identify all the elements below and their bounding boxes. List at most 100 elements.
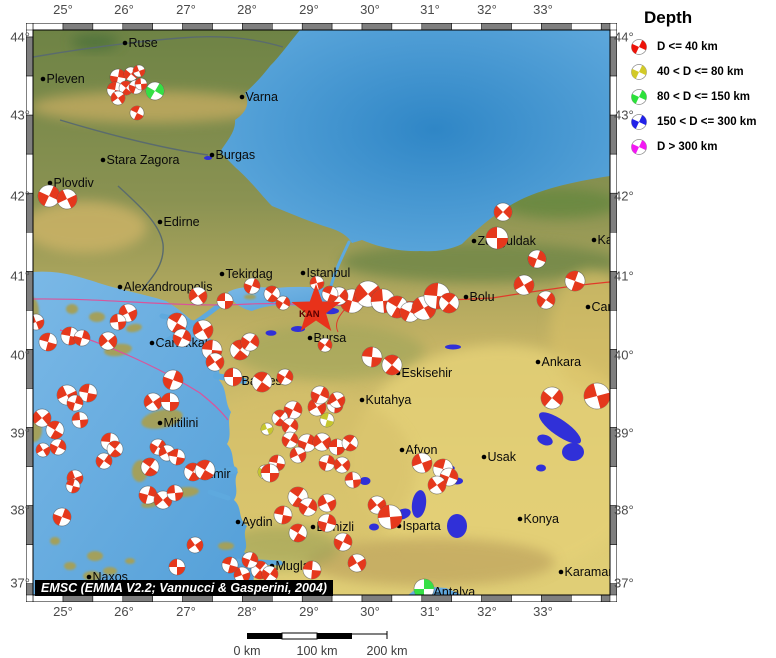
scale-bar-label: 0 km [233,644,261,658]
city-label: Afyon [406,443,438,457]
city-label: Pleven [47,72,85,86]
legend-item: 150 < D <= 300 km [630,109,776,134]
island [50,537,60,545]
city-marker: Varna [239,90,278,104]
beachball [49,438,67,456]
rivers-layer [33,36,284,291]
city-marker: Burgas [209,148,255,162]
sea-shape [33,271,256,595]
beachball [289,446,307,464]
city-marker: Pleven [40,72,85,86]
city-dot [235,519,241,525]
lake [204,156,212,160]
strait [207,489,231,501]
fault-line [59,329,229,421]
beachball [45,420,65,440]
beachball [260,463,280,483]
legend-item-label: 150 < D <= 300 km [657,115,757,128]
beachball [333,456,351,474]
beachball [243,277,261,295]
beachball [302,560,322,580]
beachball [540,386,564,410]
terrain-blob [305,538,555,586]
beachball [192,319,214,341]
city-marker: Kutahya [359,393,412,407]
beachball [216,292,234,310]
island [103,567,117,575]
beachball [298,497,318,517]
axis-label: 31° [420,604,440,619]
beachball [110,90,126,106]
legend-beachball-icon [631,113,647,130]
lake [411,490,427,518]
beachball [186,536,204,554]
axis-label: 38° [10,502,30,518]
axis-label: 33° [533,2,553,17]
beachball [129,105,145,121]
city-dot [149,340,155,346]
legend-title: Depth [644,8,693,27]
beachball [98,331,118,351]
beachball [132,64,146,78]
beachball [328,438,346,456]
city-dot [300,270,306,276]
city-label: Kastamonu [598,233,618,247]
beachball [281,431,299,449]
city-marker: Isparta [396,519,441,533]
city-marker: Tekirdag [219,267,273,281]
island [126,323,142,333]
beachball [309,275,325,291]
legend-item: 80 < D <= 150 km [630,84,776,109]
city-label: Karaman [565,565,616,579]
city-marker: Cankiri [585,300,610,314]
beachball [172,328,192,348]
beachball [317,337,333,353]
axis-label: 38° [614,502,634,518]
lake [537,434,553,446]
beachball [564,270,586,292]
beachball [333,532,353,552]
axis-label: 25° [53,2,73,17]
river [117,185,164,291]
axis-label: 39° [10,425,30,441]
beachball [485,226,509,250]
legend-item-label: D > 300 km [657,140,718,153]
city-dot [517,516,523,522]
scale-bar-graphic [247,631,388,640]
legend-item-label: D <= 40 km [657,40,718,53]
city-dot [219,271,225,277]
axis-label: 25° [53,604,73,619]
beachball [263,285,281,303]
beachball [240,332,260,352]
city-dot [558,569,564,575]
beachball [140,457,160,477]
map-canvas: Ruse Pleven Varna Stara Zagora Burgas Plovdiv… [33,30,618,595]
legend-item-label: 40 < D <= 80 km [657,65,744,78]
beachball [38,332,58,352]
beachball [134,77,148,91]
beachball [71,411,89,429]
city-label: Eskisehir [402,366,453,380]
beachball [56,188,78,210]
island [64,562,76,570]
island [141,409,183,429]
beachball [160,392,180,412]
beachball [205,352,225,372]
beachball [310,385,330,405]
axis-label: 29° [299,604,319,619]
city-dot [463,294,469,300]
station-star [291,284,341,331]
axis-label: 30° [360,604,380,619]
beachball [251,371,273,393]
lake [536,464,546,472]
terrain-blob [33,91,270,123]
beachball [143,392,163,412]
axis-label: 42° [614,188,634,204]
beachball [317,513,337,533]
beachball [347,553,367,573]
legend-beachball-icon [631,63,647,80]
city-label: Kutahya [366,393,412,407]
island [66,304,78,314]
legend-items: D <= 40 km 40 < D <= 80 km 80 < D <= 150 k… [630,34,776,159]
